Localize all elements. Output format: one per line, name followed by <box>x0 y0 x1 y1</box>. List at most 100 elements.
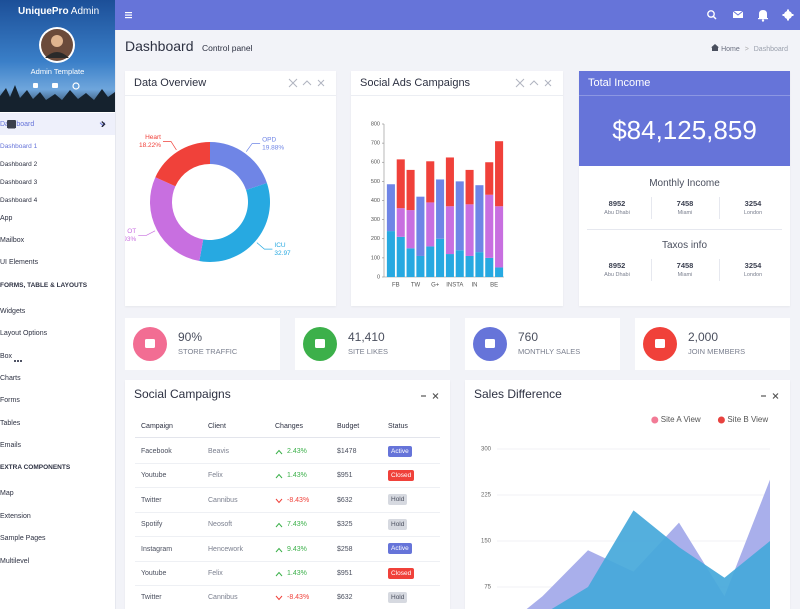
menu-icon <box>7 120 16 129</box>
breadcrumb-item[interactable]: Home <box>721 46 740 53</box>
row-rule <box>135 560 440 562</box>
menu-item[interactable]: Layout Options <box>0 120 115 344</box>
stat-icon <box>473 327 507 361</box>
settings-icon[interactable] <box>782 9 794 21</box>
income-banner <box>579 71 790 166</box>
search-icon[interactable] <box>707 10 717 20</box>
x-tick-label: IN <box>472 283 478 289</box>
cell-client: Hencework <box>208 545 244 553</box>
arrow <box>275 596 283 601</box>
card-title: Sales Difference <box>474 387 562 401</box>
label-leader <box>245 143 261 152</box>
profile-panel: UniquePro Admin Admin Template <box>0 0 115 112</box>
stat-card: 90% STORE TRAFFIC <box>125 318 280 370</box>
menu-sub-label[interactable]: Dashboard 4 <box>0 196 38 204</box>
menu-sub-label[interactable]: Dashboard 1 <box>0 143 38 151</box>
status-badge[interactable]: Active <box>388 543 412 555</box>
status-badge[interactable]: Closed <box>388 567 415 579</box>
menu-sub[interactable]: Dashboard 4 <box>0 189 115 362</box>
social-ads-card: 0 100 200 300 400 500 600 700 800 FB TW G+ INSTA IN BE… <box>351 71 563 306</box>
card-tools[interactable] <box>288 78 328 88</box>
status-badge[interactable]: Hold <box>388 591 408 603</box>
menu-label[interactable]: Multilevel <box>0 557 30 565</box>
menu-item[interactable]: Forms <box>0 120 115 411</box>
menu-label[interactable]: UI Elements <box>0 259 39 267</box>
segment-label: OPD <box>262 136 276 143</box>
menu-label[interactable]: Dashboard <box>0 121 35 128</box>
menu-item[interactable]: Emails <box>0 120 115 456</box>
bar-segment <box>445 157 454 207</box>
income-stat-value: 8952 <box>608 199 626 208</box>
segment-value: 19.88% <box>262 144 284 151</box>
stat-label: STORE TRAFFIC <box>178 347 238 356</box>
segment-value: 28.93% <box>125 236 136 243</box>
menu-label[interactable]: Layout Options <box>0 330 48 338</box>
income-stat-label: London <box>743 210 763 216</box>
status-badge[interactable]: Hold <box>388 494 408 506</box>
status-badge[interactable]: Active <box>388 445 412 457</box>
bar-segment <box>416 196 425 256</box>
stat-label: SITE LIKES <box>348 347 389 356</box>
menu-label[interactable]: Mailbox <box>0 236 25 244</box>
menu-label[interactable]: Tables <box>0 419 21 427</box>
segment-label: ICU <box>274 242 286 249</box>
menu-item[interactable]: Mailbox <box>0 120 115 251</box>
menu-item[interactable]: Multilevel <box>0 120 115 572</box>
menu-sub[interactable]: Dashboard 3 <box>0 171 115 362</box>
status-badge[interactable]: Hold <box>388 518 408 530</box>
menu-header: FORMS, TABLE & LAYOUTS <box>0 274 115 300</box>
label-leader <box>138 230 156 236</box>
menu-sub-label[interactable]: Dashboard 2 <box>0 161 38 169</box>
menu-item[interactable]: UI Elements <box>0 120 115 273</box>
status-badge[interactable]: Closed <box>388 469 415 481</box>
stat-divider <box>719 259 720 281</box>
cell-change: -8.43% <box>287 496 310 504</box>
stat-value: 90% <box>178 330 203 344</box>
card-tools[interactable] <box>761 392 781 400</box>
cell-client: Felix <box>208 472 223 480</box>
menu-item[interactable]: Sample Pages <box>0 120 115 549</box>
y-tick-label: 600 <box>371 160 380 166</box>
segment-label: OT <box>127 228 136 235</box>
menu-label[interactable]: Forms <box>0 397 20 405</box>
menu-label[interactable]: Map <box>0 490 14 498</box>
menu-sub[interactable]: Dashboard 1 <box>0 135 115 362</box>
income-stat-value: 7458 <box>676 199 694 208</box>
menu-toggle[interactable] <box>125 12 132 19</box>
legend-swatch <box>717 416 725 424</box>
menu-sub[interactable]: Dashboard 2 <box>0 153 115 362</box>
income-stat-value: 8952 <box>608 261 626 270</box>
donut-segment <box>150 177 204 262</box>
bell-icon[interactable] <box>758 10 768 22</box>
stat-card: 760 MONTHLY SALES <box>465 318 620 370</box>
menu-label[interactable]: Widgets <box>0 307 26 315</box>
menu-label[interactable]: Sample Pages <box>0 535 46 543</box>
card-tools[interactable] <box>515 78 555 88</box>
menu-item[interactable]: Map <box>0 120 115 504</box>
menu-item[interactable]: Extension <box>0 120 115 527</box>
menu-label[interactable]: Emails <box>0 442 22 450</box>
page-subtitle: Control panel <box>201 43 253 53</box>
menu-label[interactable]: Charts <box>0 374 21 382</box>
menu-item[interactable]: App <box>0 120 115 229</box>
menu-item[interactable]: Charts <box>0 120 115 389</box>
card-tools[interactable] <box>421 392 441 400</box>
menu-label[interactable]: Extension <box>0 512 31 520</box>
bar-segment <box>386 184 395 232</box>
y-tick-label: 200 <box>371 236 380 242</box>
menu-header-label: EXTRA COMPONENTS <box>0 464 71 472</box>
arrow <box>275 449 283 455</box>
stat-label: MONTHLY SALES <box>518 347 581 356</box>
menu-item[interactable]: Box <box>0 120 115 367</box>
menu-label[interactable]: Box <box>0 352 13 360</box>
menu-item[interactable]: Widgets <box>0 120 115 322</box>
cell-change: 9.43% <box>287 545 307 553</box>
mail-icon[interactable] <box>732 10 744 18</box>
menu-label[interactable]: App <box>0 214 13 222</box>
card-title: Total Income <box>588 77 651 89</box>
sidebar: UniquePro Admin Admin Template Dashboard… <box>0 0 116 609</box>
bar-segment <box>406 248 415 277</box>
menu-item[interactable]: Tables <box>0 120 115 434</box>
menu-sub-label[interactable]: Dashboard 3 <box>0 178 38 186</box>
arrow <box>275 571 283 577</box>
